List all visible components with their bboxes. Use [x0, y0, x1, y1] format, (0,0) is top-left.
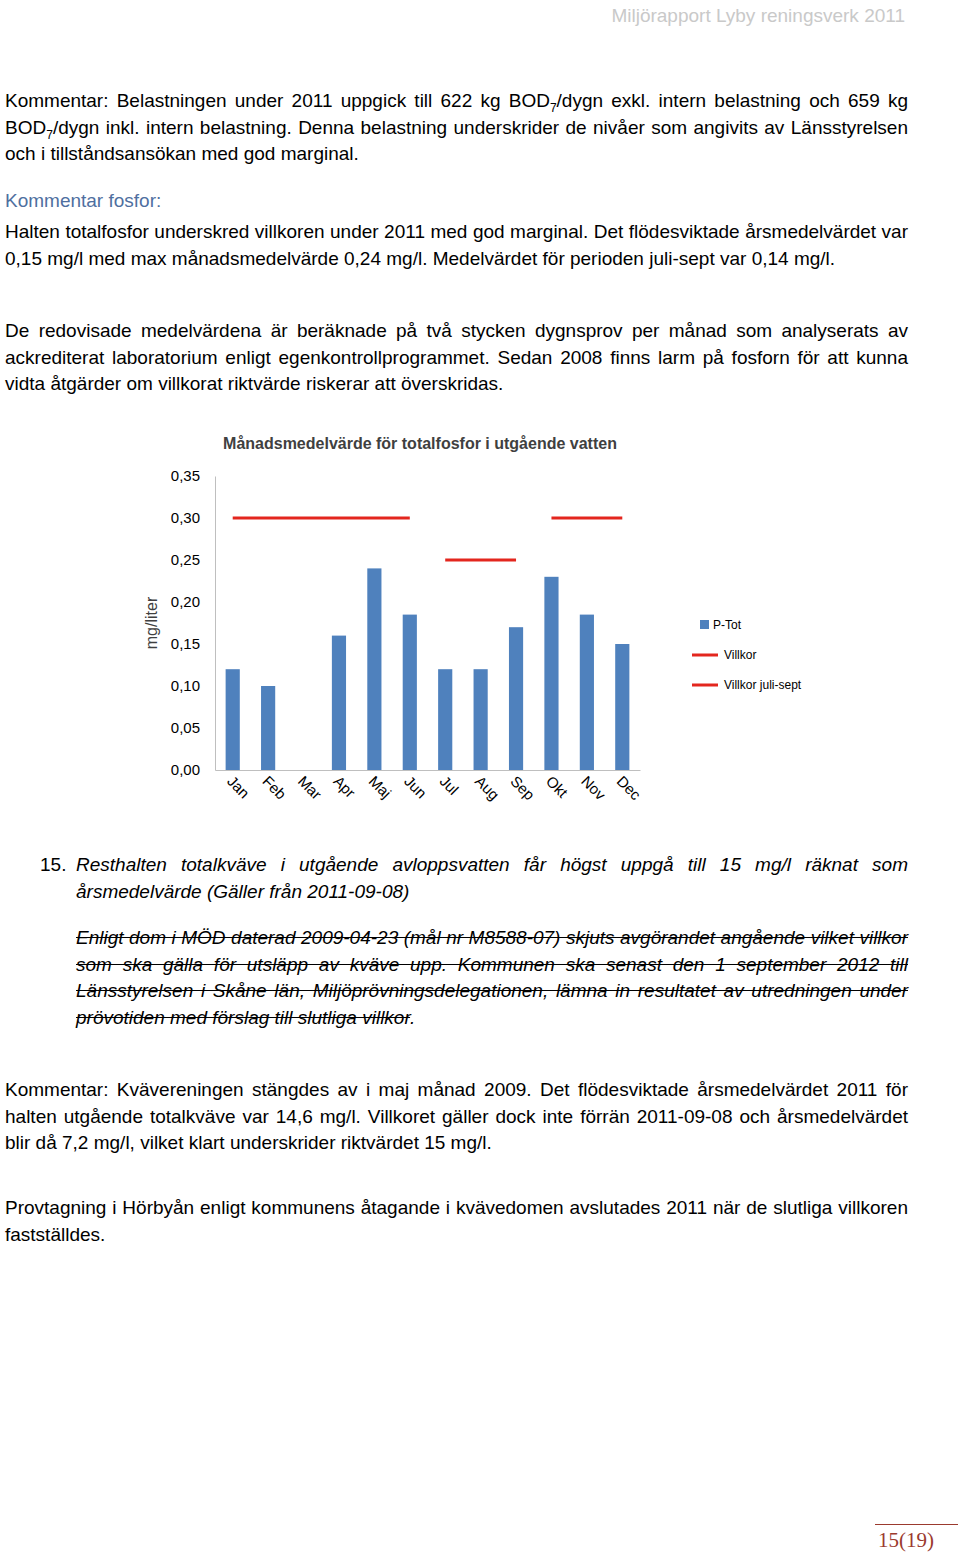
- legend-item: P-Tot: [700, 618, 742, 632]
- tick-label: Apr: [330, 772, 359, 801]
- legend-label: Villkor: [724, 648, 756, 662]
- tick: Mar: [295, 772, 325, 802]
- tick: 0,15: [171, 635, 215, 652]
- bar: [474, 669, 488, 770]
- bar: [226, 669, 240, 770]
- list-number: 15.: [40, 852, 76, 879]
- tick: Sep: [507, 772, 538, 803]
- tick-label: 0,30: [171, 509, 200, 526]
- bar: [544, 577, 558, 770]
- tick: Apr: [330, 772, 359, 801]
- tick-label: Sep: [507, 772, 538, 803]
- page-number: 15(19): [878, 1527, 958, 1554]
- struck-text: Enligt dom i MÖD daterad 2009-04-23 (mål…: [76, 927, 908, 1028]
- text: /dygn inkl. intern belastning. Denna bel…: [5, 117, 908, 165]
- tick-label: 0,10: [171, 677, 200, 694]
- marks: [226, 518, 630, 770]
- line: [233, 517, 623, 520]
- y-axis: 0,00 0,05 0,10 0,15 0,20 0,25 0,30 0,35: [171, 467, 216, 778]
- subscript: 7: [46, 127, 53, 141]
- chart: Månadsmedelvärde för totalfosfor i utgåe…: [0, 420, 960, 840]
- legend-item: Villkor: [692, 648, 756, 662]
- legend-label: P-Tot: [713, 618, 742, 632]
- tick: 0,05: [171, 719, 215, 736]
- tick: 0,30: [171, 509, 215, 526]
- tick: 0,20: [171, 593, 215, 610]
- text: Resthalten totalkväve i utgående avlopps…: [76, 854, 908, 902]
- tick-label: 0,05: [171, 719, 200, 736]
- tick-label: Maj: [366, 772, 395, 801]
- page-number-text: 15(19): [878, 1528, 934, 1552]
- axis-title: mg/liter: [143, 596, 160, 649]
- bar: [580, 615, 594, 770]
- tick-label: Okt: [543, 772, 572, 801]
- text: De redovisade medelvärdena är beräknade …: [5, 320, 908, 394]
- paragraph: Provtagning i Hörbyån enligt kommunens å…: [5, 1195, 908, 1248]
- bar: [332, 636, 346, 770]
- bar: [403, 615, 417, 770]
- tick: Aug: [472, 772, 503, 803]
- legend-swatch: [692, 654, 718, 657]
- tick: Jun: [401, 772, 430, 801]
- text: Kommentar: Kvävereningen stängdes av i m…: [5, 1079, 908, 1153]
- tick: Maj: [366, 772, 395, 801]
- tick: Feb: [259, 772, 289, 802]
- tick-label: Aug: [472, 772, 503, 803]
- condition-text: Resthalten totalkväve i utgående avlopps…: [76, 852, 908, 905]
- intro-paragraph: Kommentar: Belastningen under 2011 uppgi…: [5, 88, 908, 168]
- tick-label: Jan: [224, 772, 253, 801]
- axis-line: [216, 770, 641, 771]
- heading-text: Kommentar fosfor:: [5, 190, 161, 211]
- tick-label: 0,15: [171, 635, 200, 652]
- tick-label: 0,20: [171, 593, 200, 610]
- bar: [367, 568, 381, 770]
- text: Provtagning i Hörbyån enligt kommunens å…: [5, 1197, 908, 1245]
- line: [445, 559, 516, 562]
- footer-rule: [875, 1524, 958, 1525]
- legend-swatch: [700, 620, 709, 629]
- tick-label: 0,00: [171, 761, 200, 778]
- tick: 0,35: [171, 467, 215, 484]
- tick: Dec: [614, 772, 645, 803]
- legend-item: Villkor juli-sept: [692, 678, 802, 692]
- text: Kommentar: Belastningen under 2011 uppgi…: [5, 90, 550, 111]
- list-number-text: 15.: [40, 854, 66, 875]
- bar: [438, 669, 452, 770]
- text: Halten totalfosfor underskred villkoren …: [5, 221, 908, 269]
- heading: Kommentar fosfor:: [5, 188, 908, 215]
- legend-label: Villkor juli-sept: [724, 678, 802, 692]
- legend: P-Tot Villkor Villkor juli-sept: [692, 618, 802, 692]
- paragraph: Halten totalfosfor underskred villkoren …: [5, 219, 908, 272]
- tick-label: Dec: [614, 772, 645, 803]
- tick-label: Jun: [401, 772, 430, 801]
- tick-label: 0,35: [171, 467, 200, 484]
- text: .: [410, 1007, 415, 1028]
- bar: [615, 644, 629, 770]
- tick: Nov: [578, 772, 609, 803]
- axis-line: [215, 477, 216, 771]
- tick: 0,00: [171, 761, 215, 778]
- x-axis: JanFebMarAprMajJun Jul AugSepOktNovDec: [216, 771, 645, 804]
- subscript: 7: [550, 101, 557, 115]
- tick: 0,25: [171, 551, 215, 568]
- paragraph: Kommentar: Kvävereningen stängdes av i m…: [5, 1077, 908, 1157]
- tick-label: Jul: [437, 772, 463, 798]
- tick-label: Mar: [295, 772, 325, 802]
- tick: Okt: [543, 772, 572, 801]
- struck-paragraph: Enligt dom i MÖD daterad 2009-04-23 (mål…: [76, 925, 908, 1031]
- tick: Jan: [224, 772, 253, 801]
- bar: [509, 627, 523, 770]
- tick: 0,10: [171, 677, 215, 694]
- legend-swatch: [692, 684, 718, 687]
- tick-label: 0,25: [171, 551, 200, 568]
- bar: [261, 686, 275, 770]
- tick-label: Feb: [259, 772, 289, 802]
- page-header: Miljörapport Lyby reningsverk 2011: [560, 3, 905, 30]
- chart-title: Månadsmedelvärde för totalfosfor i utgåe…: [223, 435, 617, 452]
- tick: Jul: [437, 772, 463, 798]
- header-text: Miljörapport Lyby reningsverk 2011: [611, 5, 905, 26]
- tick-label: Nov: [578, 772, 609, 803]
- paragraph: De redovisade medelvärdena är beräknade …: [5, 318, 908, 398]
